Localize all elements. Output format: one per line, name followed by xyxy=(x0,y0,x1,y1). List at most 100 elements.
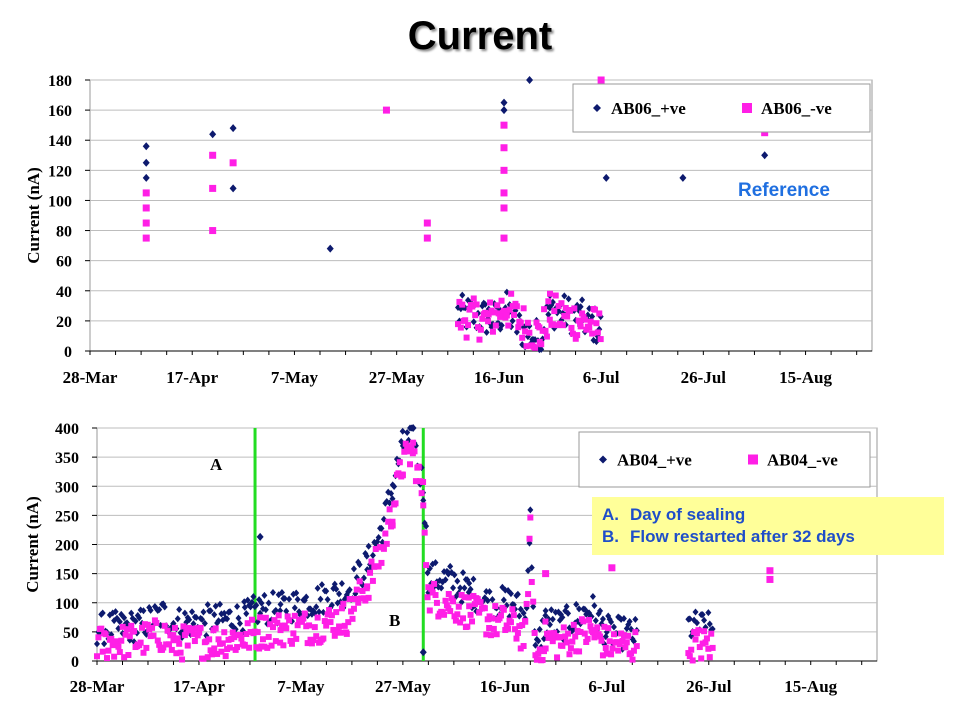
data-point xyxy=(461,584,468,592)
legend-label: AB04_+ve xyxy=(617,451,692,470)
data-point xyxy=(685,650,692,657)
data-point xyxy=(469,618,476,625)
data-point xyxy=(591,634,598,641)
legend-marker xyxy=(748,454,758,465)
data-point xyxy=(181,609,188,617)
data-point xyxy=(112,608,119,616)
x-tick-label: 16-Jun xyxy=(474,368,525,387)
data-point xyxy=(626,618,633,626)
data-point xyxy=(530,598,537,605)
data-point xyxy=(482,300,489,308)
data-point xyxy=(411,448,418,455)
data-point xyxy=(180,623,187,630)
data-point xyxy=(231,634,238,641)
data-point xyxy=(505,322,512,329)
data-point xyxy=(420,502,427,509)
data-point xyxy=(244,620,251,627)
data-point xyxy=(395,470,402,477)
data-point xyxy=(257,614,264,621)
data-point xyxy=(470,575,477,583)
data-point xyxy=(527,506,534,514)
data-point xyxy=(331,632,338,639)
data-point xyxy=(254,629,261,636)
data-point xyxy=(606,638,613,645)
data-point xyxy=(686,615,693,623)
data-point xyxy=(559,642,566,649)
data-point xyxy=(500,234,508,242)
data-point xyxy=(433,599,440,606)
data-point xyxy=(511,311,518,318)
data-point xyxy=(121,614,128,622)
data-point xyxy=(186,616,193,624)
data-point xyxy=(702,639,709,646)
data-point xyxy=(140,649,147,656)
data-point xyxy=(311,624,318,631)
data-point xyxy=(576,605,583,613)
data-point xyxy=(216,600,223,608)
data-point xyxy=(193,625,200,632)
data-point xyxy=(466,306,473,313)
data-point xyxy=(695,627,702,634)
data-point xyxy=(519,622,526,629)
data-point xyxy=(420,479,427,486)
data-point xyxy=(199,615,206,623)
y-tick-label: 100 xyxy=(48,193,72,210)
data-point xyxy=(552,292,559,299)
data-point xyxy=(343,630,350,637)
x-tick-label: 27-May xyxy=(369,368,425,387)
data-point xyxy=(222,653,229,660)
data-point xyxy=(136,614,143,622)
data-point xyxy=(165,641,172,648)
data-point xyxy=(532,344,539,351)
data-point xyxy=(616,641,623,648)
data-point xyxy=(500,166,508,174)
data-point xyxy=(293,589,300,597)
data-point xyxy=(542,570,550,578)
data-point xyxy=(404,429,411,437)
data-point xyxy=(142,204,150,212)
data-point xyxy=(498,321,505,329)
data-point xyxy=(455,603,462,610)
data-point xyxy=(489,328,496,335)
data-point xyxy=(368,558,375,565)
data-point xyxy=(541,306,548,313)
data-point xyxy=(503,312,510,319)
data-point xyxy=(326,607,333,614)
data-point xyxy=(229,184,237,193)
data-point xyxy=(303,593,310,601)
y-tick-label: 180 xyxy=(48,73,72,90)
data-point xyxy=(244,596,251,604)
data-point xyxy=(594,624,601,631)
series-ab06-ve xyxy=(142,76,769,351)
data-point xyxy=(528,564,535,572)
data-point xyxy=(580,618,587,625)
data-point xyxy=(630,637,637,645)
data-point xyxy=(280,642,287,649)
data-point xyxy=(460,615,467,622)
data-point xyxy=(486,588,493,596)
data-point xyxy=(512,626,519,633)
data-point xyxy=(465,594,472,601)
data-point xyxy=(438,584,445,592)
data-point xyxy=(561,292,568,300)
data-point xyxy=(610,631,617,638)
data-point xyxy=(579,310,586,317)
data-point xyxy=(193,613,200,621)
data-point xyxy=(432,559,439,567)
data-point xyxy=(286,617,293,624)
data-point xyxy=(215,617,222,625)
data-point xyxy=(503,622,510,629)
data-point xyxy=(708,630,715,637)
data-point xyxy=(229,629,236,636)
y-tick-label: 0 xyxy=(64,344,72,361)
data-point xyxy=(586,616,593,623)
data-point xyxy=(412,478,419,485)
data-point xyxy=(250,593,257,601)
data-point xyxy=(200,608,207,616)
data-point xyxy=(594,329,601,336)
data-point xyxy=(469,303,476,310)
data-point xyxy=(567,645,574,652)
data-point xyxy=(703,635,710,642)
data-point xyxy=(150,632,157,639)
data-point xyxy=(241,603,248,611)
